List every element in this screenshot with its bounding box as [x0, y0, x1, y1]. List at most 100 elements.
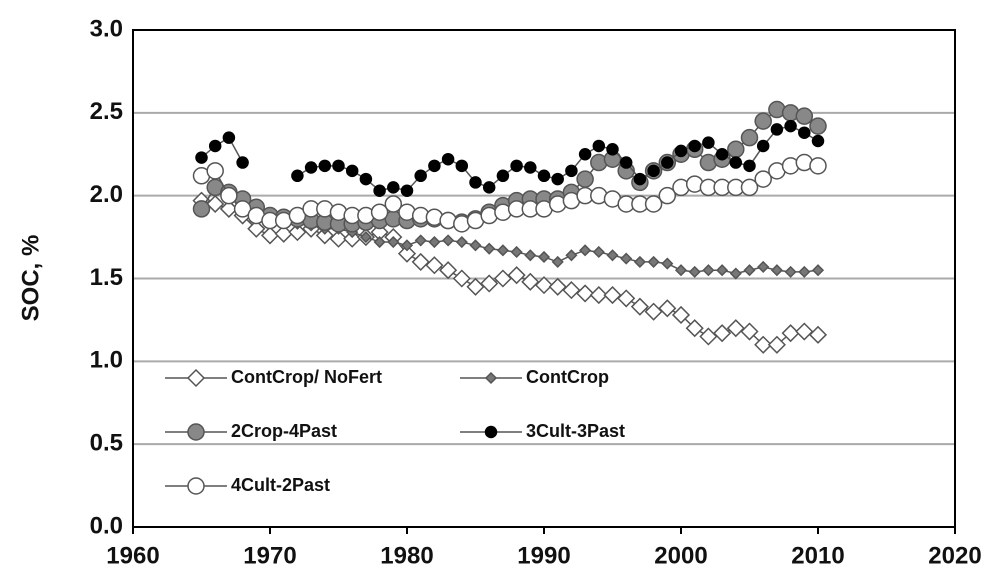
data-point — [606, 249, 619, 262]
y-tick-label: 1.0 — [90, 347, 123, 374]
data-point — [808, 325, 828, 344]
data-point — [551, 255, 564, 268]
legend-label: 4Cult-2Past — [231, 475, 330, 495]
data-point — [414, 169, 427, 183]
data-point — [754, 112, 772, 130]
data-point — [469, 176, 482, 189]
data-point — [754, 335, 773, 354]
data-point — [633, 255, 646, 268]
data-point — [644, 195, 663, 213]
data-point — [798, 126, 811, 139]
data-point — [809, 157, 827, 175]
legend-label: 3Cult-3Past — [526, 421, 625, 441]
data-point — [206, 194, 225, 214]
data-point — [534, 276, 554, 295]
series-line — [201, 136, 244, 163]
data-point — [592, 245, 605, 259]
data-point — [387, 235, 400, 249]
data-point — [537, 250, 551, 264]
data-point — [565, 249, 578, 262]
data-point — [483, 242, 496, 255]
data-point — [606, 143, 619, 156]
data-point — [343, 229, 362, 248]
data-point — [716, 264, 729, 277]
data-point — [373, 235, 386, 249]
x-tick-label: 1990 — [517, 542, 570, 569]
data-point — [370, 203, 389, 221]
data-point — [442, 234, 455, 247]
x-tick-label: 2000 — [654, 542, 707, 569]
data-point — [192, 200, 211, 218]
legend-label: ContCrop — [526, 367, 609, 387]
data-point — [387, 181, 400, 194]
data-point — [397, 244, 417, 263]
data-point — [291, 169, 304, 183]
data-point — [480, 274, 499, 293]
data-point — [603, 286, 622, 305]
y-tick-label: 3.0 — [90, 15, 123, 42]
data-point — [754, 170, 772, 188]
data-point — [318, 159, 332, 173]
data-point — [329, 229, 348, 248]
data-point — [206, 162, 224, 180]
data-point — [729, 156, 743, 169]
data-point — [647, 164, 660, 178]
data-point — [219, 199, 238, 218]
data-point — [496, 244, 509, 257]
data-point — [551, 172, 564, 186]
data-point — [439, 261, 458, 280]
data-point — [630, 297, 649, 316]
data-point — [524, 249, 537, 262]
y-tick-label: 2.5 — [90, 98, 123, 125]
data-point — [809, 117, 827, 135]
data-point — [647, 255, 660, 268]
data-point — [236, 156, 249, 169]
data-point — [222, 131, 236, 144]
data-point — [441, 152, 455, 166]
data-point — [521, 272, 540, 291]
data-point — [482, 181, 496, 194]
data-point — [332, 159, 345, 173]
data-point — [579, 244, 592, 257]
data-point — [565, 164, 578, 178]
data-point — [452, 269, 471, 288]
data-point — [729, 267, 742, 280]
data-point — [715, 148, 729, 161]
data-point — [220, 186, 238, 205]
legend-marker — [186, 368, 206, 388]
data-point — [743, 264, 756, 277]
data-point — [743, 159, 756, 173]
data-point — [359, 231, 372, 244]
data-point — [411, 252, 430, 271]
data-point — [727, 140, 745, 159]
y-tick-label: 0.0 — [90, 512, 123, 539]
data-point — [671, 305, 691, 325]
data-point — [496, 169, 510, 183]
y-tick-label: 0.5 — [90, 430, 123, 457]
data-point — [811, 134, 825, 148]
data-point — [740, 322, 759, 341]
data-point — [617, 289, 636, 308]
data-point — [661, 156, 674, 169]
data-point — [304, 161, 318, 174]
data-point — [784, 119, 797, 133]
data-point — [592, 139, 606, 153]
x-tick-label: 1970 — [243, 542, 296, 569]
data-point — [208, 139, 222, 153]
data-point — [702, 136, 715, 149]
legend-marker — [484, 371, 498, 385]
x-tick-label: 1980 — [380, 542, 433, 569]
data-point — [770, 264, 783, 277]
legend-label: ContCrop/ NoFert — [231, 367, 382, 387]
data-point — [726, 319, 745, 338]
data-point — [359, 172, 373, 186]
data-point — [195, 151, 208, 164]
x-tick-label: 1960 — [106, 542, 159, 569]
data-point — [510, 245, 523, 259]
data-point — [756, 139, 770, 153]
data-point — [414, 234, 427, 247]
data-point — [384, 195, 403, 213]
data-point — [548, 277, 567, 296]
data-point — [507, 266, 526, 285]
data-point — [589, 286, 608, 305]
